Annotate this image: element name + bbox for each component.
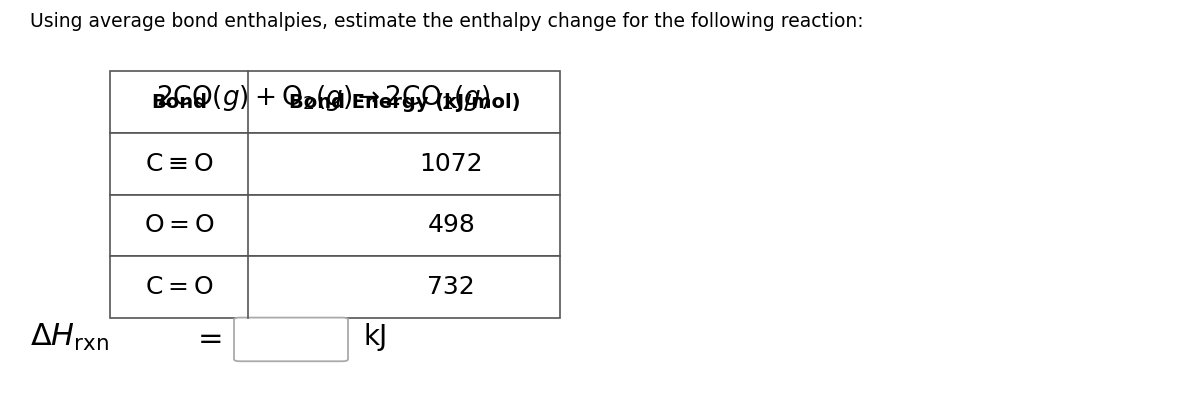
- Text: Bond: Bond: [151, 93, 208, 112]
- Text: 498: 498: [427, 213, 475, 237]
- Text: Bond Energy (kJ/mol): Bond Energy (kJ/mol): [289, 93, 520, 112]
- Bar: [110, 71, 560, 133]
- Text: Using average bond enthalpies, estimate the enthalpy change for the following re: Using average bond enthalpies, estimate …: [30, 12, 864, 31]
- Bar: [110, 256, 560, 318]
- Text: 732: 732: [427, 275, 475, 299]
- Text: $2\mathrm{CO}(g) + \mathrm{O_2}(g) \rightarrow 2\mathrm{CO_2}(g)$: $2\mathrm{CO}(g) + \mathrm{O_2}(g) \righ…: [156, 83, 491, 114]
- Text: $\mathrm{C{\equiv}O}$: $\mathrm{C{\equiv}O}$: [145, 152, 214, 176]
- Bar: [110, 195, 560, 256]
- Text: 1072: 1072: [419, 152, 484, 176]
- Text: $\Delta H_{\mathrm{rxn}}$: $\Delta H_{\mathrm{rxn}}$: [30, 322, 109, 353]
- Text: $\mathrm{C{=}O}$: $\mathrm{C{=}O}$: [145, 275, 214, 299]
- Text: $=$: $=$: [192, 323, 222, 352]
- Bar: [110, 133, 560, 195]
- Text: $\mathrm{O{=}O}$: $\mathrm{O{=}O}$: [144, 213, 215, 237]
- FancyBboxPatch shape: [234, 318, 348, 361]
- Text: kJ: kJ: [364, 324, 388, 351]
